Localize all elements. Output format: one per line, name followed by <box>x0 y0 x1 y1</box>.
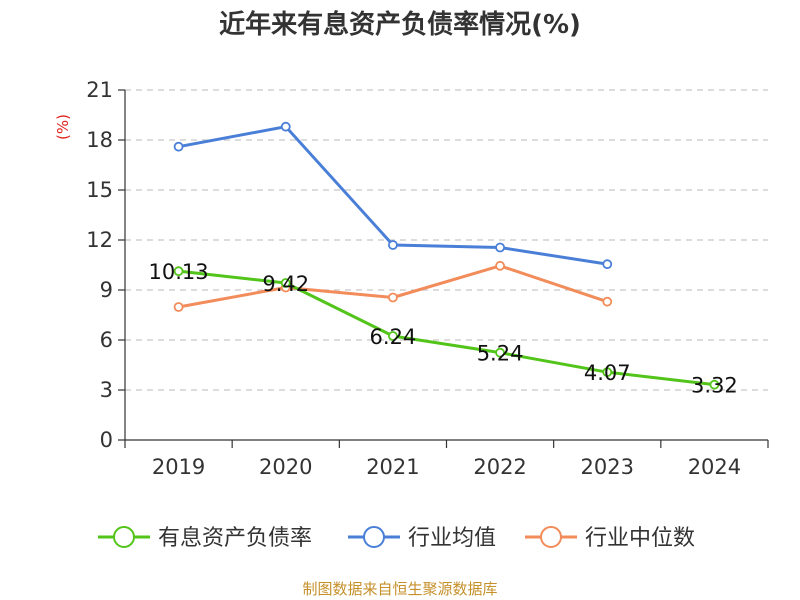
series-2-point[interactable] <box>495 260 505 271</box>
series-1-point[interactable] <box>388 240 398 250</box>
data-label: 3.32 <box>691 374 738 398</box>
series-0-point[interactable] <box>602 367 613 378</box>
legend-label: 行业中位数 <box>585 526 695 551</box>
y-tick-label: 9 <box>100 278 113 302</box>
data-label: 10.13 <box>149 260 209 284</box>
legend-label: 行业均值 <box>408 526 496 551</box>
series-line-0 <box>178 269 715 387</box>
series-2-point[interactable] <box>173 302 184 312</box>
legend-marker-icon <box>540 526 562 548</box>
series-1-point[interactable] <box>495 242 505 253</box>
data-label: 9.42 <box>262 272 309 296</box>
y-tick-label: 6 <box>100 328 113 352</box>
series-2-point[interactable] <box>388 292 398 303</box>
series-1-point[interactable] <box>602 259 613 270</box>
data-label: 6.24 <box>370 325 417 349</box>
y-tick-label: 0 <box>100 428 113 452</box>
series-2-point[interactable] <box>602 296 613 307</box>
series-0-point[interactable] <box>388 331 398 341</box>
data-label: 5.24 <box>477 342 524 366</box>
source-note: 制图数据来自恒生聚源数据库 <box>302 580 497 598</box>
series-lines <box>173 121 720 390</box>
grid-lines <box>125 89 768 391</box>
y-tick-label: 18 <box>86 128 113 152</box>
x-tick-label: 2022 <box>473 455 526 479</box>
series-1-point[interactable] <box>173 141 184 152</box>
legend-label: 有息资产负债率 <box>158 526 312 551</box>
y-tick-label: 12 <box>86 228 113 252</box>
legend-item-0[interactable]: 有息资产负债率 <box>98 526 312 551</box>
series-1-point[interactable] <box>280 121 291 132</box>
series-0-point[interactable] <box>709 379 720 390</box>
legend-item-2[interactable]: 行业中位数 <box>525 526 695 551</box>
legend-item-1[interactable]: 行业均值 <box>348 526 496 551</box>
chart-title: 近年来有息资产负债率情况(%) <box>219 9 581 40</box>
legend[interactable]: 有息资产负债率 行业均值 行业中位数 <box>98 526 695 551</box>
axes: 0 3 6 9 12 15 18 21 2019 2020 2021 2022 2023 2024 <box>86 78 769 479</box>
x-tick-label: 2024 <box>688 455 741 479</box>
data-labels: 10.13 9.42 6.24 5.24 4.07 3.32 <box>149 260 738 398</box>
legend-marker-icon <box>113 526 135 548</box>
y-tick-label: 15 <box>86 178 113 202</box>
series-0-point[interactable] <box>173 266 184 277</box>
data-label: 4.07 <box>584 361 631 385</box>
x-tick-label: 2020 <box>259 455 312 479</box>
series-0-point[interactable] <box>495 347 505 358</box>
x-tick-label: 2021 <box>366 455 419 479</box>
series-0-point[interactable] <box>280 278 291 288</box>
y-tick-label: 3 <box>100 378 113 402</box>
y-axis-unit: (%) <box>54 114 72 140</box>
legend-marker-icon <box>363 526 385 548</box>
y-tick-label: 21 <box>86 78 113 102</box>
x-tick-label: 2023 <box>581 455 634 479</box>
x-tick-label: 2019 <box>152 455 205 479</box>
